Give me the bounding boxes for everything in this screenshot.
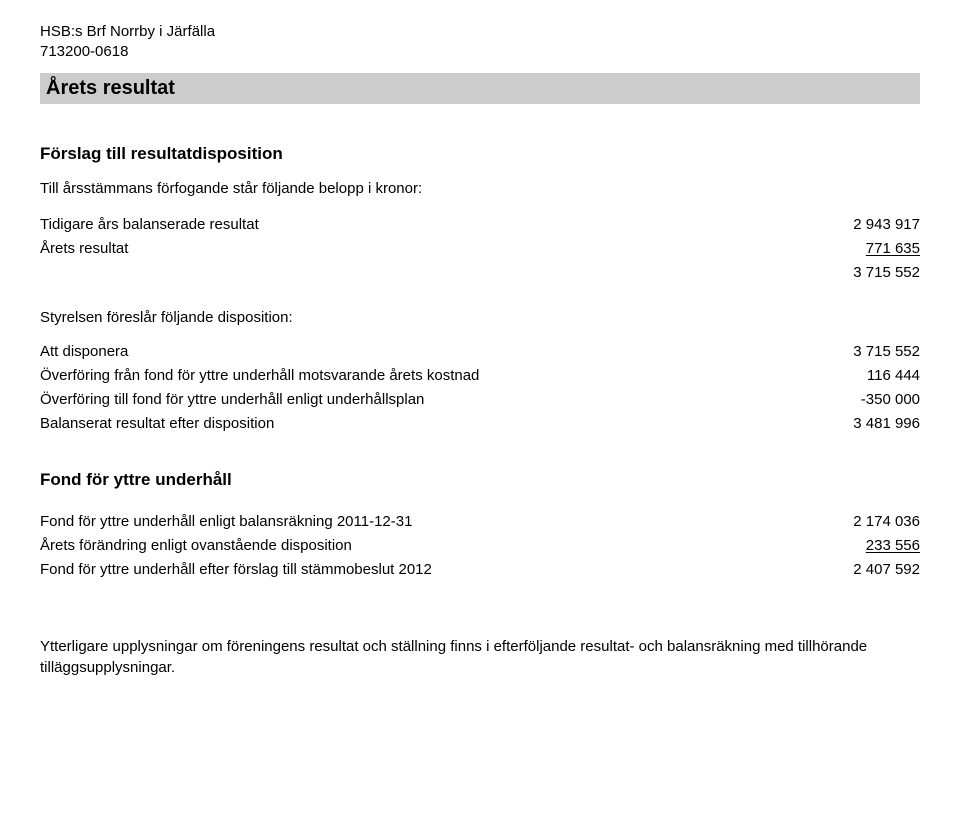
section3-rows: Fond för yttre underhåll enligt balansrä… [40, 510, 920, 582]
data-row: Fond för yttre underhåll enligt balansrä… [40, 510, 920, 534]
page-title: Årets resultat [46, 77, 914, 100]
data-row: Överföring till fond för yttre underhåll… [40, 388, 920, 412]
data-row: Tidigare års balanserade resultat 2 943 … [40, 213, 920, 237]
data-row: Att disponera 3 715 552 [40, 340, 920, 364]
data-row: 3 715 552 [40, 261, 920, 285]
footer-note: Ytterligare upplysningar om föreningens … [40, 636, 920, 678]
org-line-2: 713200-0618 [40, 42, 920, 62]
data-row: Överföring från fond för yttre underhåll… [40, 364, 920, 388]
row-value: 771 635 [800, 237, 920, 261]
data-row: Fond för yttre underhåll efter förslag t… [40, 558, 920, 582]
row-label: Årets förändring enligt ovanstående disp… [40, 534, 800, 558]
row-label: Årets resultat [40, 237, 800, 261]
section2-intro: Styrelsen föreslår följande disposition: [40, 309, 920, 326]
page: HSB:s Brf Norrby i Järfälla 713200-0618 … [0, 0, 960, 733]
section1-heading: Förslag till resultatdisposition [40, 144, 920, 164]
row-value: 3 715 552 [800, 261, 920, 285]
row-value: -350 000 [800, 388, 920, 412]
row-value: 3 715 552 [800, 340, 920, 364]
row-label: Överföring till fond för yttre underhåll… [40, 388, 800, 412]
data-row: Balanserat resultat efter disposition 3 … [40, 412, 920, 436]
row-value: 2 174 036 [800, 510, 920, 534]
section1-intro: Till årsstämmans förfogande står följand… [40, 180, 920, 197]
org-header: HSB:s Brf Norrby i Järfälla 713200-0618 [40, 22, 920, 63]
row-label [40, 261, 800, 285]
section1-rows: Tidigare års balanserade resultat 2 943 … [40, 213, 920, 285]
row-label: Balanserat resultat efter disposition [40, 412, 800, 436]
row-value: 2 943 917 [800, 213, 920, 237]
row-label: Fond för yttre underhåll efter förslag t… [40, 558, 800, 582]
row-label: Överföring från fond för yttre underhåll… [40, 364, 800, 388]
row-value: 3 481 996 [800, 412, 920, 436]
row-value: 116 444 [800, 364, 920, 388]
org-line-1: HSB:s Brf Norrby i Järfälla [40, 22, 920, 42]
data-row: Årets förändring enligt ovanstående disp… [40, 534, 920, 558]
row-label: Tidigare års balanserade resultat [40, 213, 800, 237]
row-value: 2 407 592 [800, 558, 920, 582]
row-label: Fond för yttre underhåll enligt balansrä… [40, 510, 800, 534]
section3-heading: Fond för yttre underhåll [40, 470, 920, 490]
title-banner: Årets resultat [40, 73, 920, 104]
data-row: Årets resultat 771 635 [40, 237, 920, 261]
section2-rows: Att disponera 3 715 552 Överföring från … [40, 340, 920, 436]
row-value: 233 556 [800, 534, 920, 558]
row-label: Att disponera [40, 340, 800, 364]
